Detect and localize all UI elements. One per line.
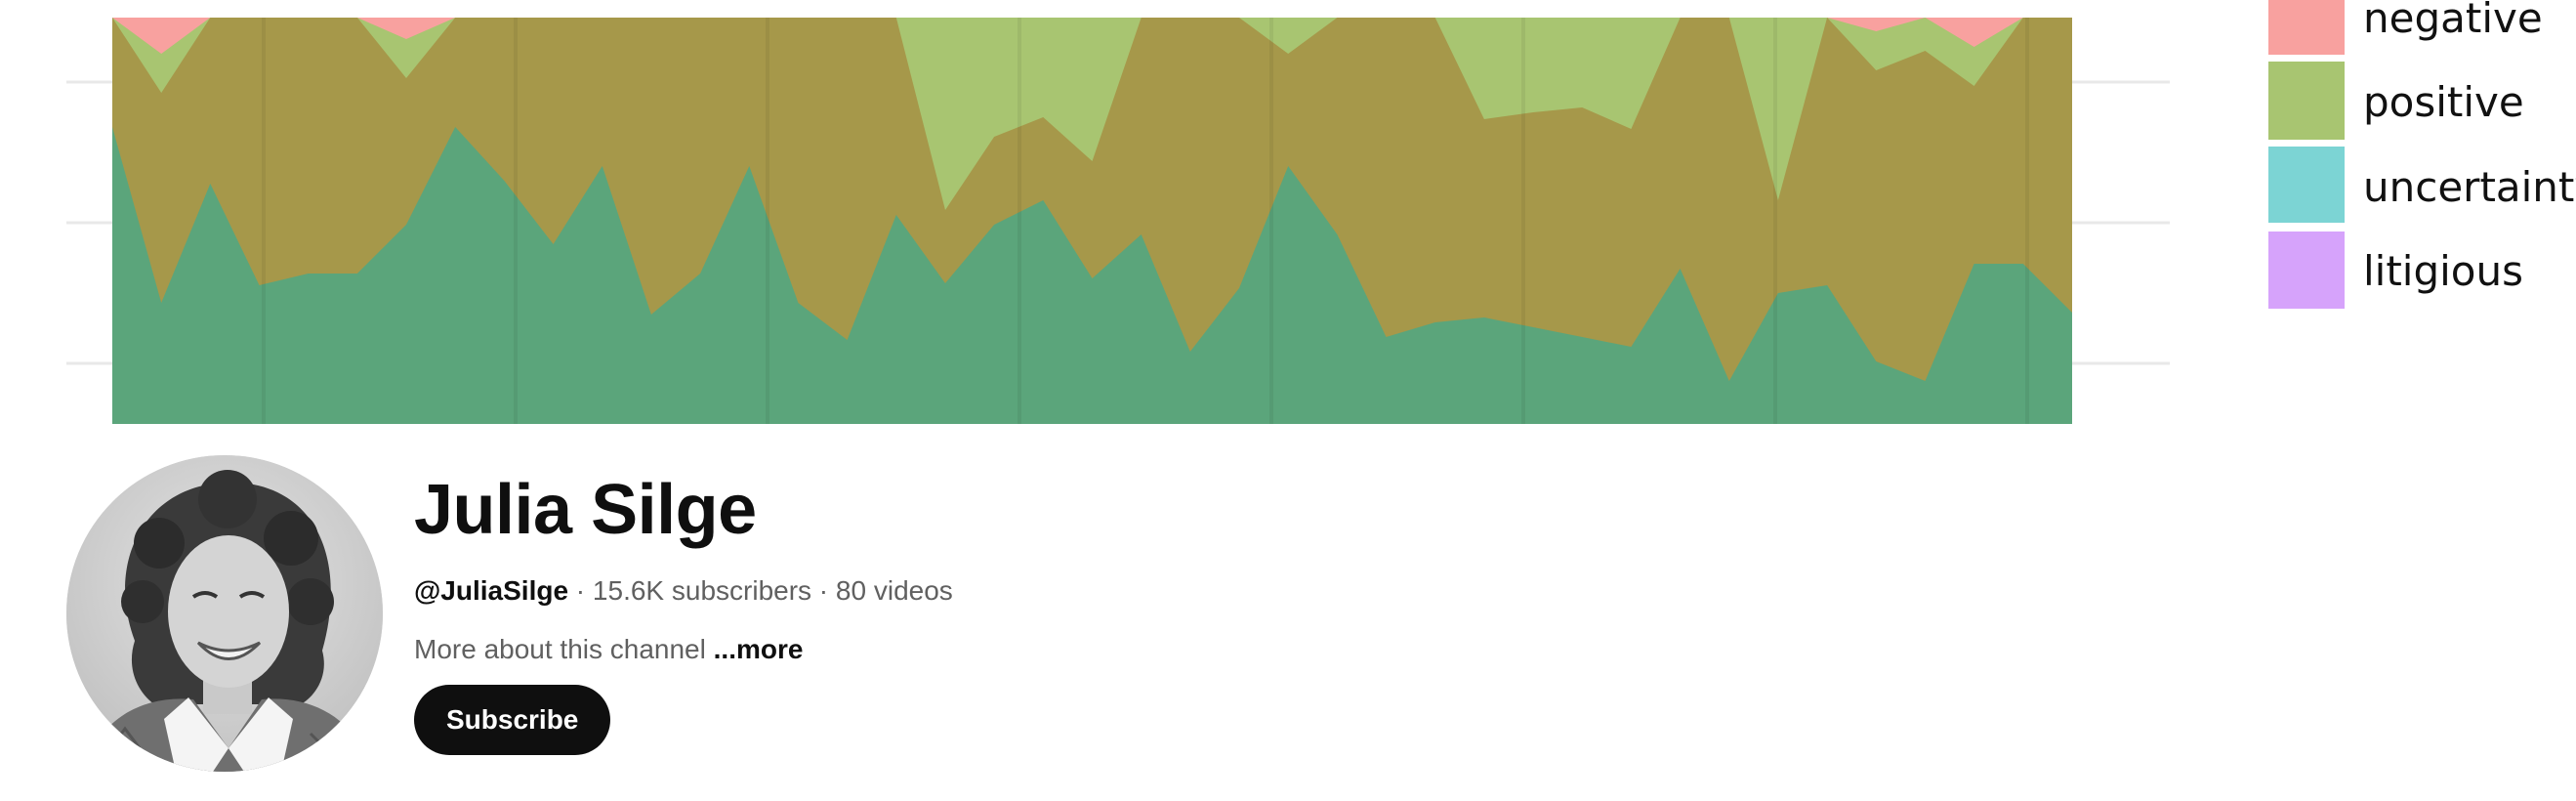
channel-header: Julia Silge @JuliaSilge · 15.6K subscrib… [66, 455, 2576, 778]
meta-separator: · [568, 575, 593, 606]
legend-label-negative: negative [2363, 0, 2543, 42]
legend-item-litigious: litigious [2268, 232, 2523, 309]
legend-swatch-negative [2268, 0, 2345, 55]
legend-label-uncertainty: uncertainty [2363, 163, 2576, 211]
description-text: More about this channel [414, 633, 706, 664]
channel-meta: @JuliaSilge · 15.6K subscribers · 80 vid… [414, 574, 953, 608]
subscribe-button[interactable]: Subscribe [414, 685, 611, 756]
legend-item-uncertainty: uncertainty [2268, 147, 2576, 223]
legend-label-positive: positive [2363, 78, 2524, 126]
video-count: 80 videos [835, 575, 953, 606]
legend-item-positive: positive [2268, 62, 2524, 140]
channel-info: Julia Silge @JuliaSilge · 15.6K subscrib… [414, 455, 953, 756]
banner-area-chart [112, 18, 2072, 424]
channel-description[interactable]: More about this channel ...more [414, 633, 953, 666]
avatar[interactable] [66, 455, 383, 772]
channel-name: Julia Silge [414, 471, 757, 549]
banner-area-base [112, 127, 2072, 424]
legend-swatch-litigious [2268, 232, 2345, 309]
meta-separator: · [811, 575, 836, 606]
banner-chart: negative positive uncertainty litigious [66, 0, 2576, 424]
avatar-photo [66, 455, 383, 772]
legend-label-litigious: litigious [2363, 247, 2523, 295]
channel-handle: @JuliaSilge [414, 575, 569, 606]
legend-swatch-positive [2268, 62, 2345, 140]
banner-vertical-gridlines [262, 18, 2029, 424]
legend-swatch-uncertainty [2268, 147, 2345, 223]
more-link[interactable]: ...more [713, 633, 804, 664]
banner-legend: negative positive uncertainty litigious [2268, 0, 2576, 309]
subscriber-count: 15.6K subscribers [592, 575, 812, 606]
legend-item-negative: negative [2268, 0, 2543, 55]
channel-banner: negative positive uncertainty litigious [66, 0, 2576, 424]
